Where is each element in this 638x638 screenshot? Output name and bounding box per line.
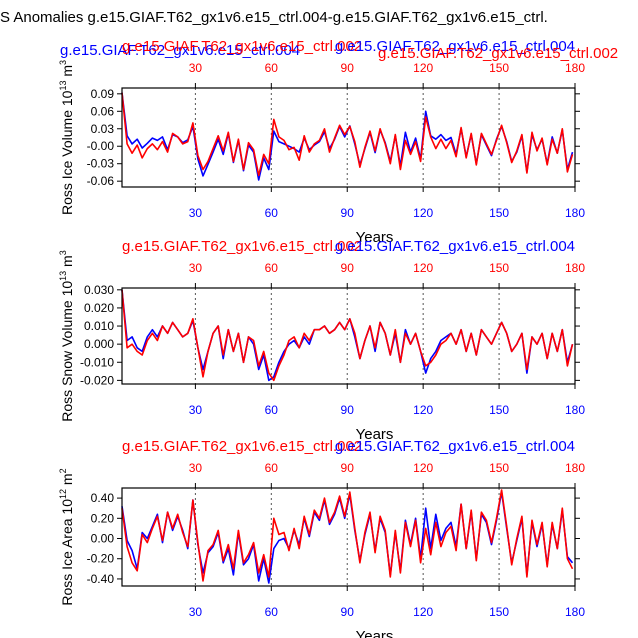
y-axis-label-text: m: [59, 65, 75, 81]
y-tick-label: -0.010: [80, 355, 114, 369]
panel-title-center: g.e15.GIAF.T62_gx1v6.e15_ctrl.002: [122, 238, 362, 255]
x-tick-label-bottom: 30: [189, 206, 203, 220]
series-line: [121, 289, 574, 382]
x-tick-label-top: 90: [341, 261, 355, 275]
x-tick-label-bottom: 180: [565, 605, 585, 619]
panel-title-left: g.e15.GIAF.T62_gx1v6.e15_ctrl.004: [60, 42, 300, 59]
panel-title-right: g.e15.GIAF.T62_gx1v6.e15_ctrl.004: [335, 438, 575, 455]
x-tick-label-bottom: 120: [413, 206, 433, 220]
panel-title-center: g.e15.GIAF.T62_gx1v6.e15_ctrl.002: [122, 438, 362, 455]
y-tick-label: -0.020: [80, 373, 114, 387]
y-axis-label-text: m: [59, 255, 75, 271]
y-tick-label: 0.06: [91, 104, 115, 118]
y-tick-label: -0.20: [87, 552, 115, 566]
plot-frame: [121, 287, 576, 385]
y-axis-label-text: Ross Ice Volume 10: [59, 90, 75, 215]
plot-frame: [121, 87, 576, 188]
x-tick-label-top: 150: [489, 61, 509, 75]
x-tick-label-top: 120: [413, 461, 433, 475]
y-axis-label-exponent: 2: [58, 468, 68, 473]
y-tick-label: -0.03: [87, 157, 115, 171]
x-tick-label-bottom: 60: [265, 605, 279, 619]
plot-frame: [121, 487, 576, 587]
x-tick-label-bottom: 90: [341, 403, 355, 417]
panel-title-right: g.e15.GIAF.T62_gx1v6.e15_ctrl.004: [335, 238, 575, 255]
y-tick-label: 0.000: [84, 337, 114, 351]
x-tick-label-top: 30: [189, 461, 203, 475]
y-tick-label: 0.00: [91, 532, 115, 546]
x-tick-label-bottom: 30: [189, 605, 203, 619]
x-tick-label-top: 150: [489, 461, 509, 475]
x-tick-label-top: 180: [565, 61, 585, 75]
y-tick-label: 0.09: [91, 87, 115, 101]
series-line: [121, 92, 574, 177]
y-axis-label-exponent: 13: [58, 271, 68, 281]
x-tick-label-bottom: 150: [489, 206, 509, 220]
y-axis-label-exponent: 13: [58, 81, 68, 91]
y-axis-label: Ross Snow Volume 1013 m3: [58, 250, 75, 421]
y-tick-label: 0.03: [91, 122, 115, 136]
y-tick-label: 0.40: [91, 491, 115, 505]
x-tick-label-top: 120: [413, 261, 433, 275]
series-line: [121, 489, 574, 582]
x-tick-label-bottom: 150: [489, 605, 509, 619]
x-tick-label-bottom: 60: [265, 206, 279, 220]
x-axis-label: Years: [356, 229, 394, 246]
x-tick-label-bottom: 30: [189, 403, 203, 417]
x-tick-label-top: 60: [265, 461, 279, 475]
y-tick-label: -0.06: [87, 174, 115, 188]
y-axis-label: Ross Ice Area 1012 m2: [58, 468, 75, 605]
x-tick-label-bottom: 120: [413, 403, 433, 417]
y-axis-label-exponent: 3: [58, 60, 68, 65]
y-axis-label: Ross Ice Volume 1013 m3: [58, 60, 75, 215]
x-tick-label-bottom: 90: [341, 206, 355, 220]
x-tick-label-top: 30: [189, 261, 203, 275]
x-tick-label-bottom: 120: [413, 605, 433, 619]
y-tick-label: 0.20: [91, 511, 115, 525]
panel-title-right-overlap: g.e15.GIAF.T62_gx1v6.e15_ctrl.002: [378, 45, 618, 62]
y-tick-label: 0.020: [84, 301, 114, 315]
y-tick-label: 0.010: [84, 319, 114, 333]
x-tick-label-bottom: 60: [265, 403, 279, 417]
y-tick-label: -0.40: [87, 572, 115, 586]
x-tick-label-bottom: 180: [565, 403, 585, 417]
x-tick-label-top: 150: [489, 261, 509, 275]
y-axis-label-exponent: 12: [58, 489, 68, 499]
x-tick-label-top: 30: [189, 61, 203, 75]
x-tick-label-top: 60: [265, 61, 279, 75]
y-axis-label-text: Ross Snow Volume 10: [59, 281, 75, 422]
y-axis-label-text: m: [59, 473, 75, 489]
y-tick-label: -0.00: [87, 139, 115, 153]
x-tick-label-top: 180: [565, 461, 585, 475]
x-axis-label: Years: [356, 426, 394, 443]
y-tick-label: 0.030: [84, 283, 114, 297]
x-tick-label-top: 60: [265, 261, 279, 275]
panel-title-right: g.e15.GIAF.T62_gx1v6.e15_ctrl.004: [335, 38, 575, 55]
y-axis-label-exponent: 3: [58, 250, 68, 255]
figure-title: S Anomalies g.e15.GIAF.T62_gx1v6.e15_ctr…: [0, 9, 548, 26]
x-tick-label-top: 180: [565, 261, 585, 275]
x-tick-label-top: 120: [413, 61, 433, 75]
x-axis-label: Years: [356, 628, 394, 638]
x-tick-label-top: 90: [341, 461, 355, 475]
x-tick-label-bottom: 180: [565, 206, 585, 220]
x-tick-label-bottom: 150: [489, 403, 509, 417]
y-axis-label-text: Ross Ice Area 10: [59, 499, 75, 606]
x-tick-label-top: 90: [341, 61, 355, 75]
panel-title-center: g.e15.GIAF.T62_gx1v6.e15_ctrl.002: [122, 38, 362, 55]
x-tick-label-bottom: 90: [341, 605, 355, 619]
